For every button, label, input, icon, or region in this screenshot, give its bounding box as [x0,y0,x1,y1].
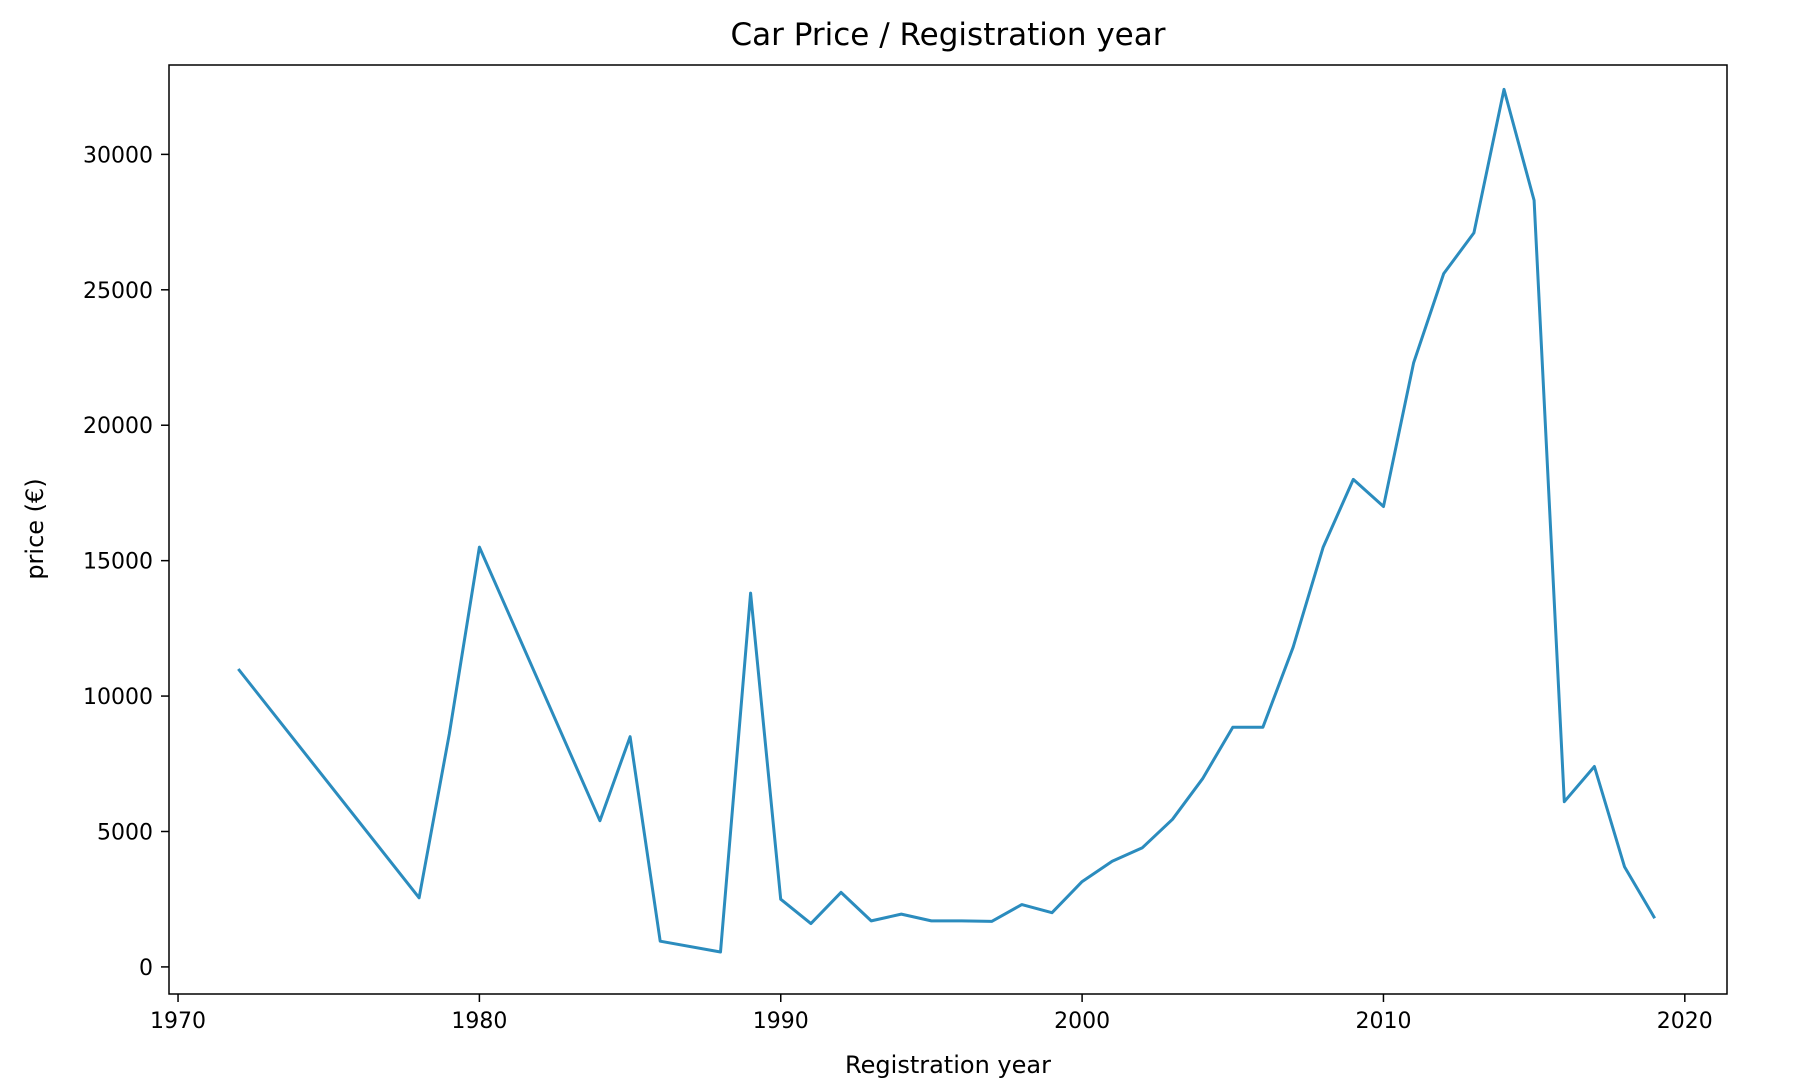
series-line [237,87,1656,954]
plot-area [237,87,1656,954]
y-tick-label: 10000 [83,685,153,710]
y-tick-label: 30000 [83,143,153,168]
y-tick-label: 0 [139,956,153,981]
chart-title: Car Price / Registration year [731,17,1166,53]
x-axis: 1970 1980 1990 2000 2010 2020 [150,994,1713,1034]
x-tick-label: 1970 [150,1009,206,1034]
y-tick-label: 20000 [83,414,153,439]
y-tick-label: 15000 [83,550,153,575]
x-tick-label: 2010 [1355,1009,1411,1034]
y-axis-label: price (€) [21,478,49,579]
y-tick-label: 25000 [83,279,153,304]
axes-frame [168,64,1728,995]
x-tick-label: 1990 [753,1009,809,1034]
x-tick-label: 2000 [1054,1009,1110,1034]
x-tick-label: 1980 [451,1009,507,1034]
y-tick-label: 5000 [97,820,153,845]
x-tick-label: 2020 [1657,1009,1713,1034]
x-axis-label: Registration year [845,1051,1051,1079]
y-axis: 0 5000 10000 15000 20000 25000 30000 [83,143,169,981]
